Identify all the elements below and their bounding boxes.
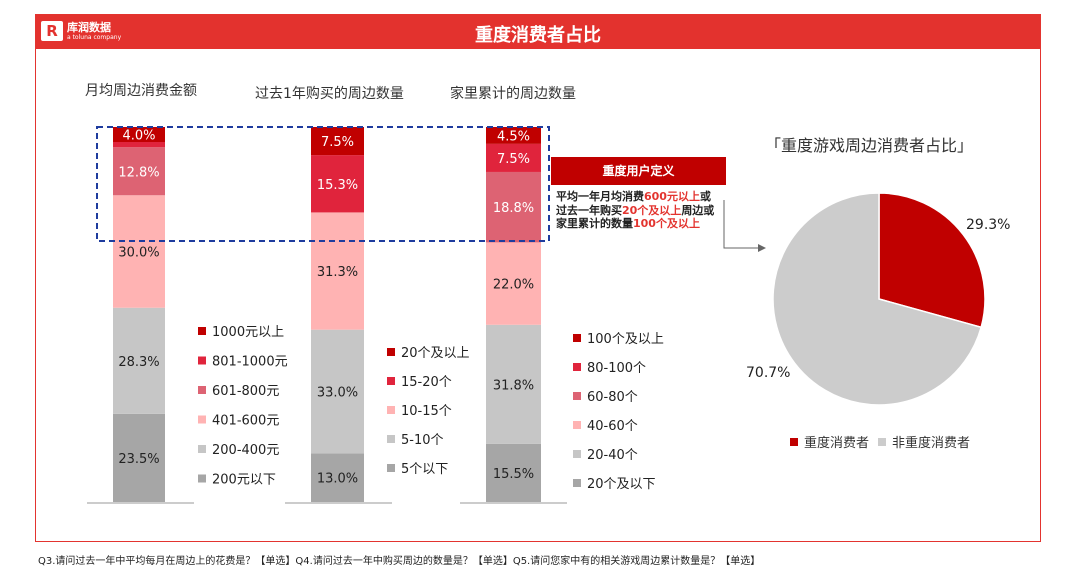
bar-segment (486, 242, 541, 325)
chart-frame: R 库润数据 a toluna company 重度消费者占比 (35, 14, 1041, 542)
bar-segment (113, 142, 165, 148)
legend-swatch (198, 445, 206, 453)
bar-segment (311, 329, 364, 454)
legend-label: 5个以下 (401, 462, 448, 477)
bar-segment (486, 171, 541, 243)
legend-label: 80-100个 (587, 361, 646, 376)
legend-label: 801-1000元 (212, 355, 288, 370)
pie-legend-label: 重度消费者 (804, 435, 869, 451)
legend-swatch (198, 474, 206, 483)
bar-data-label: 7.5% (497, 152, 530, 167)
bar-data-label: 7.5% (321, 135, 354, 150)
pie-title: 「重度游戏周边消费者占比」 (765, 136, 974, 155)
pie-slice (772, 192, 983, 406)
legend-label: 20-40个 (587, 448, 638, 463)
legend-swatch (387, 464, 395, 472)
column-title-spend: 月均周边消费金额 (85, 83, 197, 99)
definition-text: 平均一年月均消费600元以上或 过去一年购买20个及以上周边或 家里累计的数量1… (556, 190, 715, 230)
bar-segment (311, 212, 364, 330)
definition-title: 重度用户定义 (551, 157, 726, 185)
pie-legend-swatch (878, 438, 886, 446)
legend-label: 5-10个 (401, 433, 444, 448)
bar-data-label: 15.3% (317, 178, 358, 193)
bar-data-label: 4.0% (122, 129, 155, 144)
legend-swatch (198, 356, 206, 365)
legend-label: 15-20个 (401, 375, 452, 390)
bar-segment (113, 413, 165, 502)
legend-label: 40-60个 (587, 419, 638, 434)
logo: R 库润数据 a toluna company (41, 21, 121, 41)
pie-slice (878, 192, 986, 329)
bar-segment (486, 127, 541, 144)
legend-swatch (387, 348, 395, 356)
legend-swatch (573, 363, 581, 371)
legend-label: 401-600元 (212, 414, 279, 429)
legend-swatch (573, 392, 581, 400)
bar-segment (113, 195, 165, 308)
legend-label: 10-15个 (401, 404, 452, 419)
bar-segment (311, 155, 364, 213)
column-title-collection: 家里累计的周边数量 (450, 86, 576, 102)
legend-label: 200元以下 (212, 473, 276, 488)
column-title-purchases: 过去1年购买的周边数量 (255, 86, 404, 102)
logo-mark-icon: R (41, 21, 63, 41)
bar-data-label: 23.5% (118, 452, 159, 467)
bar-segment (113, 147, 165, 196)
pie-label-heavy: 29.3% (966, 217, 1010, 233)
legend-swatch (573, 479, 581, 487)
pie-label-other: 70.7% (746, 365, 790, 381)
legend-swatch (573, 421, 581, 429)
logo-subtitle: a toluna company (67, 33, 122, 41)
pie-legend-label: 非重度消费者 (892, 435, 970, 451)
header-bar: R 库润数据 a toluna company 重度消费者占比 (36, 15, 1040, 49)
highlight-dashed-box (96, 126, 550, 242)
bar-segment (486, 324, 541, 444)
bar-data-label: 30.0% (118, 246, 159, 261)
legend-label: 100个及以上 (587, 332, 664, 347)
legend-label: 601-800元 (212, 384, 279, 399)
legend-label: 200-400元 (212, 443, 279, 458)
bar-data-label: 12.8% (118, 165, 159, 180)
bar-segment (113, 307, 165, 414)
bar-segment (113, 127, 165, 142)
bar-segment (486, 443, 541, 502)
bar-data-label: 33.0% (317, 385, 358, 400)
legend-swatch (387, 406, 395, 414)
legend-label: 1000元以上 (212, 325, 284, 340)
footnote: Q3.请问过去一年中平均每月在周边上的花费是？【单选】Q4.请问过去一年中购买周… (38, 556, 761, 567)
bar-segment (311, 127, 364, 156)
legend-swatch (573, 334, 581, 342)
legend-swatch (573, 450, 581, 458)
legend-swatch (198, 327, 206, 335)
legend-swatch (198, 415, 206, 424)
legend-swatch (198, 386, 206, 394)
pie-legend-swatch (790, 438, 798, 446)
logo-name: 库润数据 (67, 20, 111, 34)
arrow-head-icon (758, 244, 766, 252)
page-title: 重度消费者占比 (475, 25, 601, 46)
legend-swatch (387, 377, 395, 385)
bar-data-label: 13.0% (317, 472, 358, 487)
legend-swatch (387, 435, 395, 443)
connector-arrow (723, 200, 758, 249)
legend-label: 60-80个 (587, 390, 638, 405)
bar-segment (486, 143, 541, 172)
legend-label: 20个及以上 (401, 346, 470, 361)
legend-label: 20个及以下 (587, 477, 656, 492)
bar-data-label: 4.5% (497, 129, 530, 144)
bar-data-label: 18.8% (493, 201, 534, 216)
bar-data-label: 31.8% (493, 378, 534, 393)
bar-data-label: 15.5% (493, 467, 534, 482)
bar-data-label: 22.0% (493, 278, 534, 293)
bar-data-label: 28.3% (118, 355, 159, 370)
bar-data-label: 31.3% (317, 265, 358, 280)
bar-segment (311, 453, 364, 502)
